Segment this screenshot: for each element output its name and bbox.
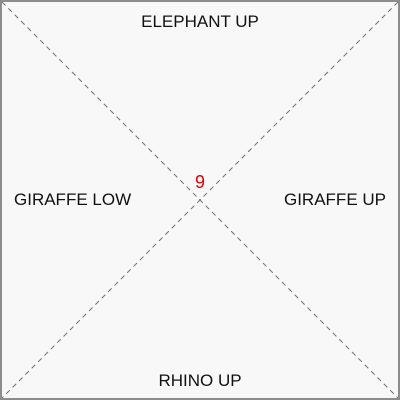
region-label-right[interactable]: GIRAFFE UP	[283, 190, 386, 209]
center-number: 9	[194, 172, 205, 192]
region-label-top[interactable]: ELEPHANT UP	[141, 12, 259, 31]
region-label-left[interactable]: GIRAFFE LOW	[14, 190, 132, 209]
region-label-bottom[interactable]: RHINO UP	[158, 371, 242, 390]
